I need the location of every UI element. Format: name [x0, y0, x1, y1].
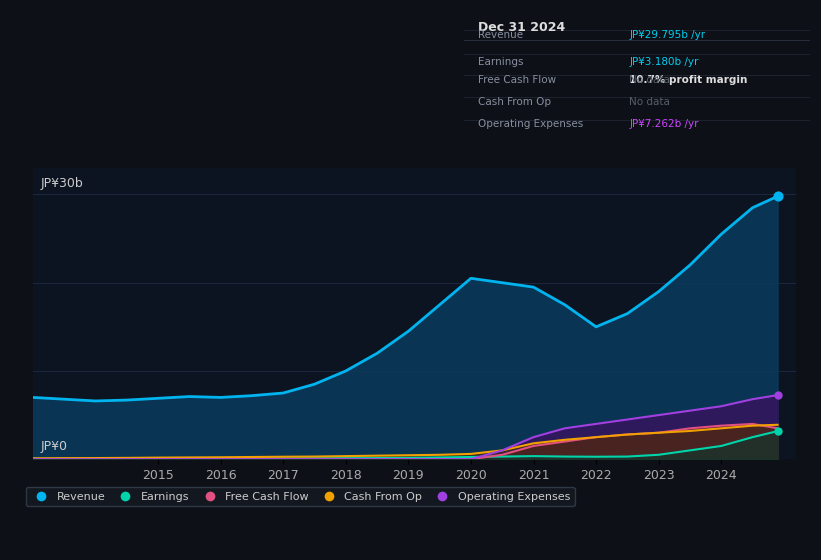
Text: JP¥3.180b /yr: JP¥3.180b /yr [630, 57, 699, 67]
Text: Dec 31 2024: Dec 31 2024 [478, 21, 565, 34]
Text: 10.7% profit margin: 10.7% profit margin [630, 74, 748, 85]
Text: Earnings: Earnings [478, 57, 523, 67]
Text: JP¥30b: JP¥30b [40, 177, 83, 190]
Text: JP¥0: JP¥0 [40, 440, 67, 454]
Text: No data: No data [630, 74, 670, 85]
Text: JP¥7.262b /yr: JP¥7.262b /yr [630, 119, 699, 129]
Text: Cash From Op: Cash From Op [478, 97, 551, 107]
Legend: Revenue, Earnings, Free Cash Flow, Cash From Op, Operating Expenses: Revenue, Earnings, Free Cash Flow, Cash … [25, 487, 575, 506]
Point [771, 427, 784, 436]
Text: Operating Expenses: Operating Expenses [478, 119, 583, 129]
Text: JP¥29.795b /yr: JP¥29.795b /yr [630, 30, 705, 40]
Point [771, 391, 784, 400]
Text: Free Cash Flow: Free Cash Flow [478, 74, 556, 85]
Point [771, 192, 784, 201]
Text: No data: No data [630, 97, 670, 107]
Text: Revenue: Revenue [478, 30, 523, 40]
